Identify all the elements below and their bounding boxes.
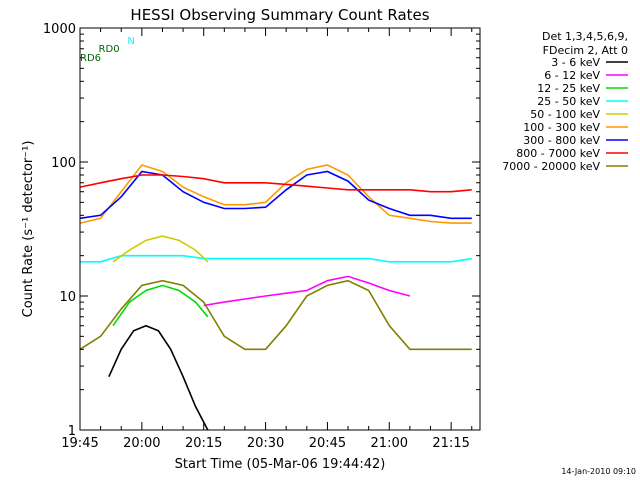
series-line-1 (203, 275, 411, 307)
x-tick-label: 20:45 (309, 436, 346, 451)
x-axis-label: Start Time (05-Mar-06 19:44:42) (175, 457, 386, 472)
x-tick-label: 20:00 (123, 436, 160, 451)
series-line-0 (108, 324, 209, 431)
legend-label: 800 - 7000 keV (516, 147, 600, 160)
x-tick-label: 20:30 (247, 436, 284, 451)
x-tick-label: 19:45 (61, 436, 98, 451)
legend-label: 12 - 25 keV (537, 82, 600, 95)
annotation-n: N (127, 36, 134, 47)
series-line-2 (112, 284, 209, 327)
x-tick-label: 21:00 (371, 436, 408, 451)
series-line-6 (79, 170, 472, 220)
y-axis-label: Count Rate (s⁻¹ detector⁻¹) (21, 141, 36, 318)
series-line-8 (79, 279, 472, 351)
legend-label: 7000 - 20000 keV (502, 160, 600, 173)
legend-label: 100 - 300 keV (523, 121, 600, 134)
footer-timestamp: 14-Jan-2010 09:10 (561, 467, 636, 476)
series-line-3 (80, 254, 472, 263)
legend-label: 50 - 100 keV (530, 108, 600, 121)
legend-header-line: Det 1,3,4,5,6,9, (542, 30, 628, 43)
annotation-rd0: RD0 (99, 44, 120, 55)
series-line-4 (112, 235, 209, 263)
x-tick-label: 21:15 (432, 436, 469, 451)
x-tick-label: 20:15 (185, 436, 222, 451)
y-tick-label: 100 (51, 156, 76, 171)
series-line-5 (79, 164, 472, 224)
plot-frame (79, 27, 481, 431)
legend-label: 25 - 50 keV (537, 95, 600, 108)
y-tick-label: 1 (68, 424, 76, 439)
series-line-7 (79, 174, 472, 193)
y-tick-label: 1000 (43, 22, 76, 37)
legend-label: 300 - 800 keV (523, 134, 600, 147)
legend-label: 6 - 12 keV (544, 69, 600, 82)
legend-label: 3 - 6 keV (551, 56, 600, 69)
chart-title: HESSI Observing Summary Count Rates (130, 6, 429, 24)
legend-header-line: FDecim 2, Att 0 (543, 44, 628, 57)
y-tick-label: 10 (59, 290, 76, 305)
annotation-rd6: RD6 (80, 53, 101, 64)
